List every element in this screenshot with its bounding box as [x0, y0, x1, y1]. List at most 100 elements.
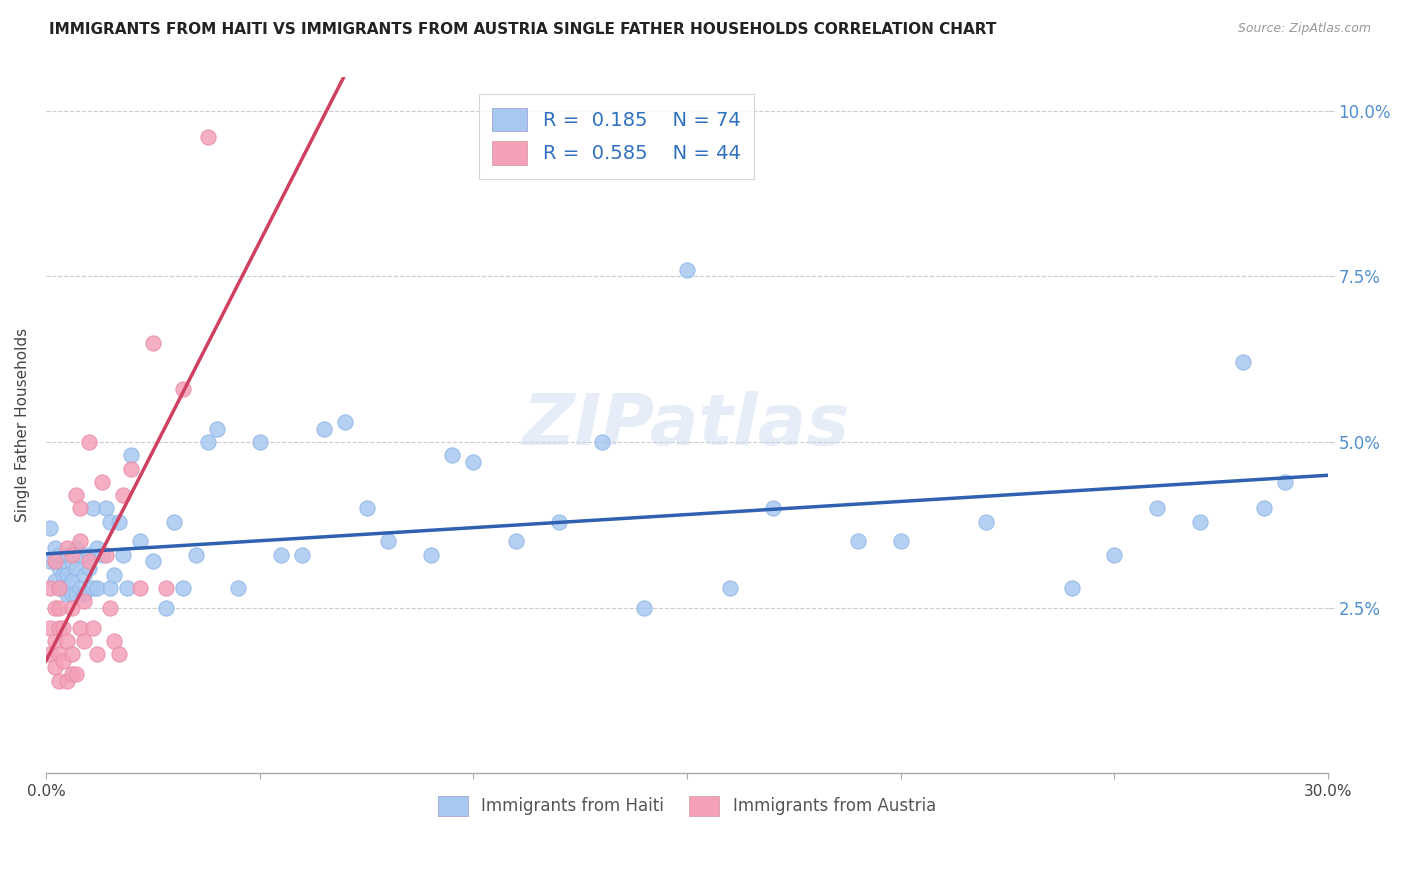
- Point: [155, 600, 177, 615]
- Point: [69, 501, 91, 516]
- Point: [172, 382, 194, 396]
- Point: [65, 587, 87, 601]
- Point: [547, 515, 569, 529]
- Point: [103, 567, 125, 582]
- Point: [120, 448, 142, 462]
- Point: [69, 548, 91, 562]
- Point: [52, 654, 75, 668]
- Point: [60, 667, 83, 681]
- Point: [48, 581, 70, 595]
- Point: [60, 647, 83, 661]
- Point: [48, 673, 70, 688]
- Point: [69, 534, 91, 549]
- Point: [65, 561, 87, 575]
- Point: [52, 581, 75, 595]
- Text: ZIPatlas: ZIPatlas: [523, 391, 851, 460]
- Point: [65, 488, 87, 502]
- Point: [77, 561, 100, 575]
- Point: [419, 548, 441, 562]
- Point: [270, 548, 292, 562]
- Point: [98, 515, 121, 529]
- Point: [44, 574, 66, 589]
- Point: [39, 581, 62, 595]
- Point: [1253, 501, 1275, 516]
- Point: [73, 587, 96, 601]
- Point: [111, 488, 134, 502]
- Point: [56, 548, 79, 562]
- Point: [205, 422, 228, 436]
- Point: [142, 335, 165, 350]
- Point: [163, 515, 186, 529]
- Point: [48, 600, 70, 615]
- Point: [94, 548, 117, 562]
- Point: [846, 534, 869, 549]
- Point: [44, 600, 66, 615]
- Point: [90, 475, 112, 489]
- Point: [129, 534, 152, 549]
- Point: [129, 581, 152, 595]
- Point: [591, 435, 613, 450]
- Point: [633, 600, 655, 615]
- Point: [52, 621, 75, 635]
- Point: [73, 633, 96, 648]
- Point: [56, 541, 79, 555]
- Point: [69, 581, 91, 595]
- Point: [98, 600, 121, 615]
- Point: [86, 581, 108, 595]
- Point: [974, 515, 997, 529]
- Point: [56, 567, 79, 582]
- Point: [463, 455, 485, 469]
- Legend: Immigrants from Haiti, Immigrants from Austria: Immigrants from Haiti, Immigrants from A…: [430, 788, 945, 824]
- Point: [291, 548, 314, 562]
- Y-axis label: Single Father Households: Single Father Households: [15, 328, 30, 523]
- Point: [184, 548, 207, 562]
- Text: Source: ZipAtlas.com: Source: ZipAtlas.com: [1237, 22, 1371, 36]
- Point: [505, 534, 527, 549]
- Point: [44, 541, 66, 555]
- Point: [56, 633, 79, 648]
- Point: [39, 554, 62, 568]
- Point: [39, 621, 62, 635]
- Point: [48, 581, 70, 595]
- Point: [44, 660, 66, 674]
- Point: [142, 554, 165, 568]
- Point: [77, 554, 100, 568]
- Point: [172, 581, 194, 595]
- Point: [1188, 515, 1211, 529]
- Point: [77, 548, 100, 562]
- Point: [98, 581, 121, 595]
- Point: [60, 548, 83, 562]
- Point: [60, 587, 83, 601]
- Point: [82, 621, 104, 635]
- Point: [197, 435, 219, 450]
- Point: [73, 567, 96, 582]
- Point: [48, 561, 70, 575]
- Point: [890, 534, 912, 549]
- Point: [56, 673, 79, 688]
- Point: [65, 541, 87, 555]
- Point: [73, 594, 96, 608]
- Point: [48, 647, 70, 661]
- Point: [356, 501, 378, 516]
- Point: [44, 554, 66, 568]
- Text: IMMIGRANTS FROM HAITI VS IMMIGRANTS FROM AUSTRIA SINGLE FATHER HOUSEHOLDS CORREL: IMMIGRANTS FROM HAITI VS IMMIGRANTS FROM…: [49, 22, 997, 37]
- Point: [82, 501, 104, 516]
- Point: [377, 534, 399, 549]
- Point: [48, 548, 70, 562]
- Point: [94, 501, 117, 516]
- Point: [226, 581, 249, 595]
- Point: [77, 435, 100, 450]
- Point: [1232, 355, 1254, 369]
- Point: [103, 633, 125, 648]
- Point: [718, 581, 741, 595]
- Point: [56, 587, 79, 601]
- Point: [65, 667, 87, 681]
- Point: [48, 621, 70, 635]
- Point: [52, 567, 75, 582]
- Point: [44, 633, 66, 648]
- Point: [312, 422, 335, 436]
- Point: [1146, 501, 1168, 516]
- Point: [69, 621, 91, 635]
- Point: [197, 130, 219, 145]
- Point: [86, 541, 108, 555]
